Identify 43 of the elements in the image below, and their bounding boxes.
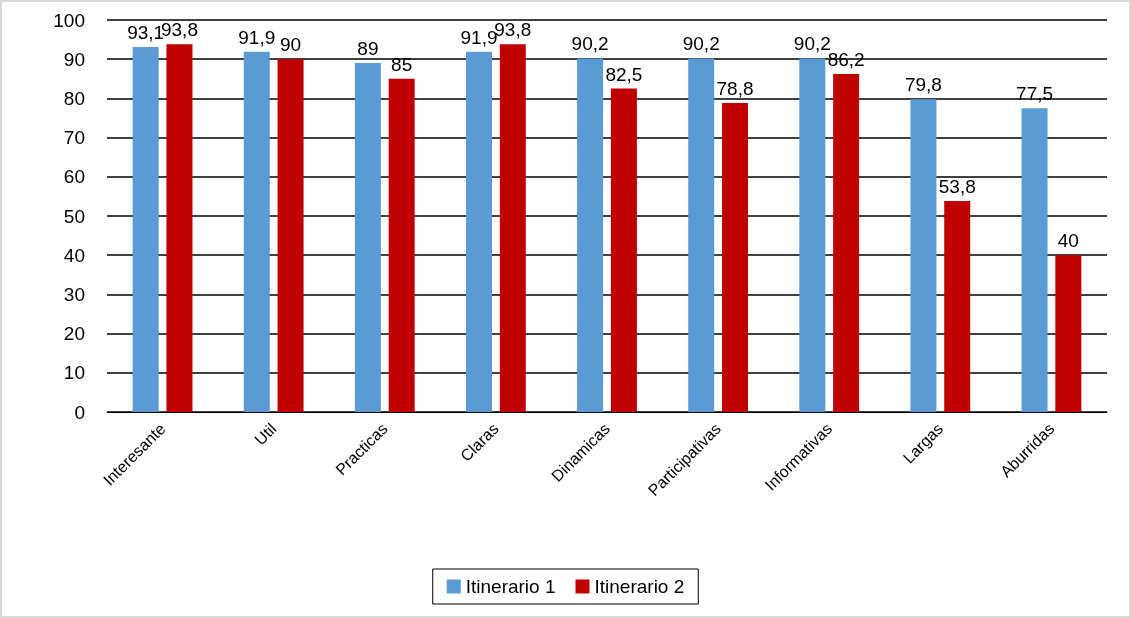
bar	[499, 44, 526, 412]
y-tick-label: 40	[63, 244, 85, 266]
y-tick-label: 90	[63, 48, 85, 70]
x-tick-label: Util	[251, 419, 280, 449]
legend-label: Itinerario 1	[465, 576, 556, 597]
bar	[277, 59, 304, 412]
data-label: 90,2	[571, 33, 609, 55]
data-label: 90	[280, 34, 302, 56]
bar	[577, 58, 604, 412]
y-tick-label: 100	[53, 9, 85, 31]
bar	[1055, 255, 1082, 412]
bar	[388, 78, 415, 412]
legend-label: Itinerario 2	[594, 576, 685, 597]
bar	[944, 201, 971, 412]
data-label: 40	[1057, 230, 1079, 252]
data-label: 90,2	[682, 33, 720, 55]
bar	[799, 58, 826, 412]
bar	[910, 99, 937, 412]
y-tick-label: 50	[63, 205, 85, 227]
data-label: 53,8	[938, 176, 976, 198]
y-tick-label: 30	[63, 283, 85, 305]
bar	[132, 47, 159, 412]
bar	[166, 44, 193, 412]
data-label: 79,8	[904, 74, 942, 96]
bar	[243, 51, 270, 412]
bar	[1021, 108, 1048, 412]
data-label: 78,8	[716, 78, 754, 100]
data-label: 91,9	[238, 26, 276, 48]
bar	[688, 58, 715, 412]
y-tick-label: 10	[63, 362, 85, 384]
y-tick-label: 0	[74, 401, 85, 423]
bar	[354, 63, 381, 412]
data-label: 89	[357, 38, 379, 60]
bar	[722, 103, 749, 412]
bar	[610, 88, 637, 412]
data-label: 82,5	[605, 63, 643, 85]
y-tick-label: 60	[63, 166, 85, 188]
y-tick-label: 80	[63, 87, 85, 109]
y-tick-label: 70	[63, 127, 85, 149]
bar	[465, 51, 492, 412]
bar	[833, 74, 860, 412]
data-label: 85	[391, 53, 413, 75]
y-tick-label: 20	[63, 323, 85, 345]
